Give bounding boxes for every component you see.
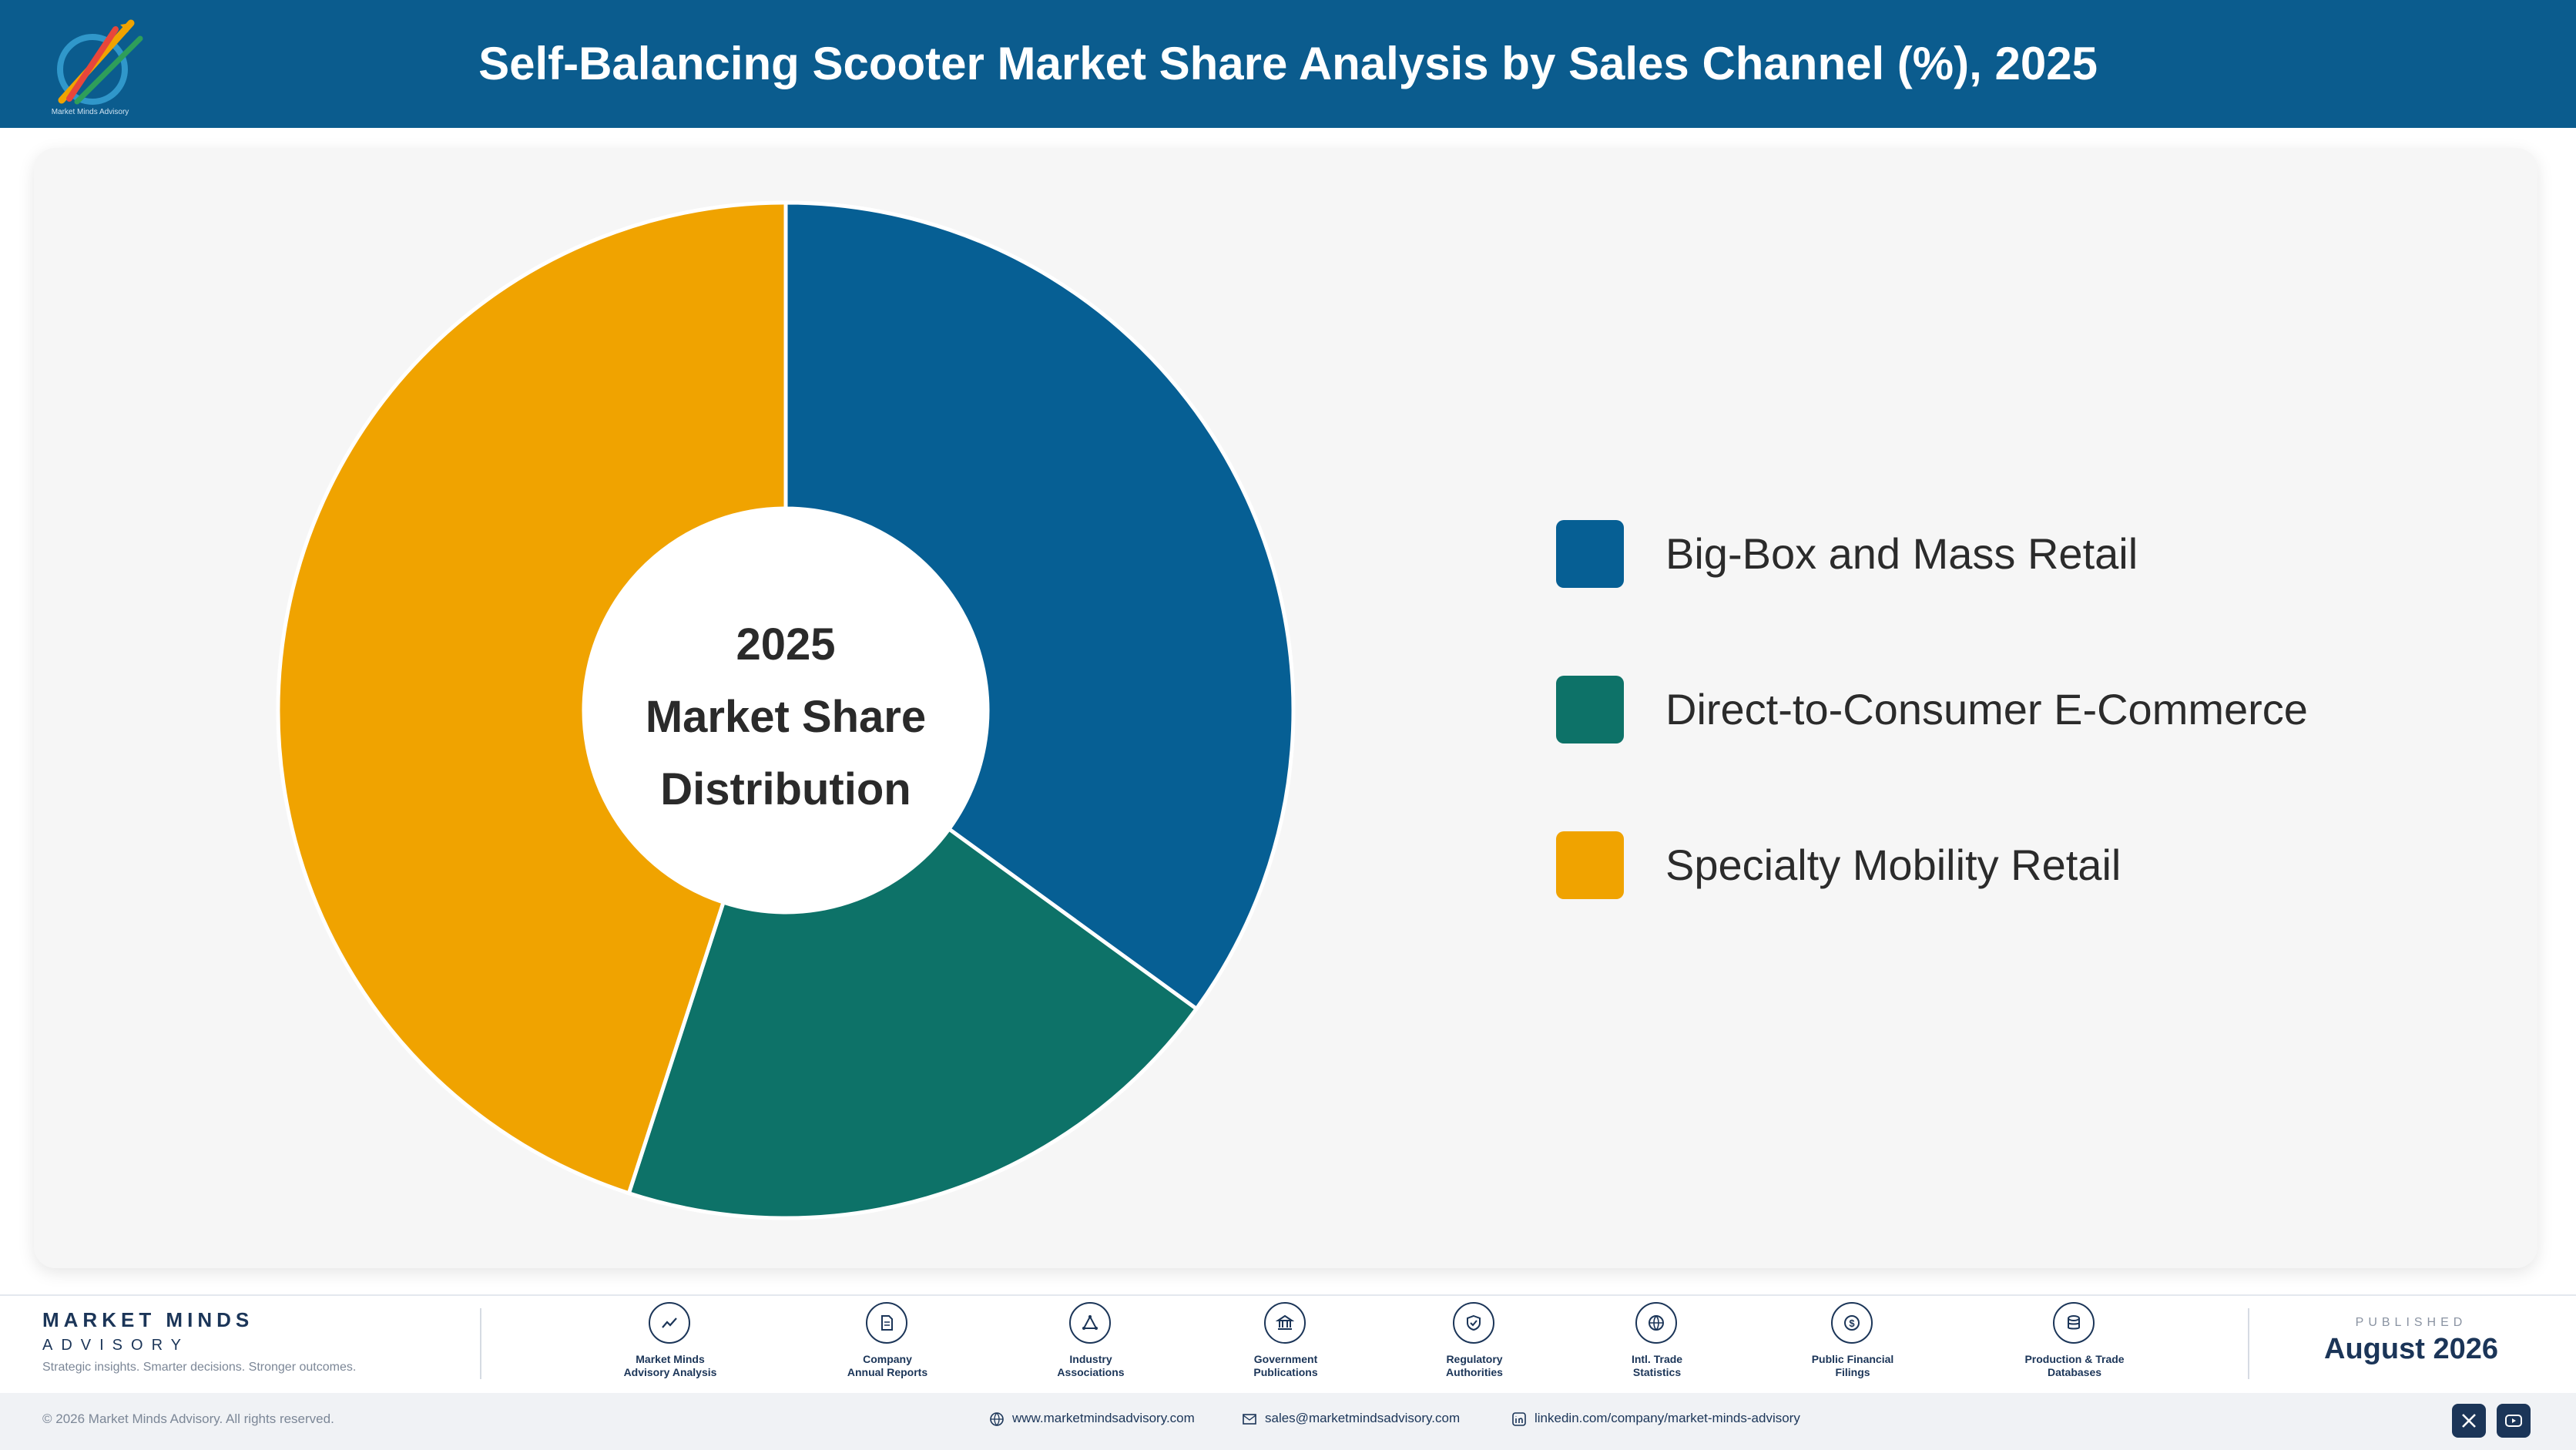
shield-check-icon xyxy=(1453,1302,1494,1344)
header-bar: Market Minds Advisory Self-Balancing Sco… xyxy=(0,0,2576,128)
source-label: Industry Associations xyxy=(1057,1353,1125,1378)
footer-bottom-bar xyxy=(0,1393,2576,1450)
legend-label: Big-Box and Mass Retail xyxy=(1665,529,2138,578)
globe-icon xyxy=(1635,1302,1677,1344)
page-title: Self-Balancing Scooter Market Share Anal… xyxy=(478,38,2098,89)
x-icon xyxy=(2462,1414,2476,1428)
x-social-button[interactable] xyxy=(2452,1404,2486,1438)
source-label: Intl. Trade Statistics xyxy=(1631,1353,1683,1378)
brand-subtitle: ADVISORY xyxy=(42,1337,190,1354)
logo-icon xyxy=(57,19,143,105)
legend-swatch xyxy=(1556,520,1624,588)
legend-label: Specialty Mobility Retail xyxy=(1665,841,2122,889)
center-label-line3: Distribution xyxy=(660,764,911,814)
legend-swatch xyxy=(1556,676,1624,743)
donut-center-label: 2025 Market Share Distribution xyxy=(632,609,940,826)
youtube-icon xyxy=(2505,1415,2522,1427)
published-date: August 2026 xyxy=(2324,1333,2498,1365)
brand-name: MARKET MINDS xyxy=(42,1308,254,1331)
footer-divider xyxy=(480,1308,481,1379)
source-label: Regulatory Authorities xyxy=(1446,1353,1503,1378)
legend-label: Direct-to-Consumer E-Commerce xyxy=(1665,685,2308,733)
brand-tagline: Strategic insights. Smarter decisions. S… xyxy=(42,1361,357,1374)
source-label: Public Financial Filings xyxy=(1811,1353,1894,1378)
network-icon xyxy=(1069,1302,1111,1344)
legend-item-big-box: Big-Box and Mass Retail xyxy=(1556,520,2403,588)
footer-divider xyxy=(2248,1308,2249,1379)
source-label: Production & Trade Databases xyxy=(2024,1353,2125,1378)
linkedin-text: linkedin.com/company/market-minds-adviso… xyxy=(1535,1411,1800,1425)
trend-chart-icon xyxy=(649,1302,690,1344)
globe-icon xyxy=(990,1412,1004,1426)
linkedin-icon xyxy=(1512,1412,1526,1426)
youtube-social-button[interactable] xyxy=(2497,1404,2531,1438)
center-label-line2: Market Share xyxy=(645,692,927,742)
legend-swatch xyxy=(1556,831,1624,899)
center-label-year: 2025 xyxy=(736,619,836,670)
logo-caption: Market Minds Advisory xyxy=(51,108,129,116)
published-caption: PUBLISHED xyxy=(2355,1316,2467,1329)
source-label: Government Publications xyxy=(1253,1353,1318,1378)
source-label: Company Annual Reports xyxy=(847,1353,928,1378)
svg-text:$: $ xyxy=(1849,1317,1855,1329)
document-icon xyxy=(866,1302,907,1344)
source-label: Market Minds Advisory Analysis xyxy=(623,1353,717,1378)
mail-icon xyxy=(1243,1414,1256,1425)
donut-hole xyxy=(584,509,988,912)
legend-item-specialty: Specialty Mobility Retail xyxy=(1556,831,2403,899)
email-text: sales@marketmindsadvisory.com xyxy=(1265,1411,1461,1425)
website-text: www.marketmindsadvisory.com xyxy=(1012,1411,1195,1425)
dollar-coin-icon: $ xyxy=(1831,1302,1873,1344)
government-building-icon xyxy=(1264,1302,1306,1344)
copyright-text: © 2026 Market Minds Advisory. All rights… xyxy=(42,1411,334,1426)
donut-chart xyxy=(277,203,1293,1218)
database-icon xyxy=(2053,1302,2095,1344)
legend-item-direct-to-consumer: Direct-to-Consumer E-Commerce xyxy=(1556,676,2403,743)
